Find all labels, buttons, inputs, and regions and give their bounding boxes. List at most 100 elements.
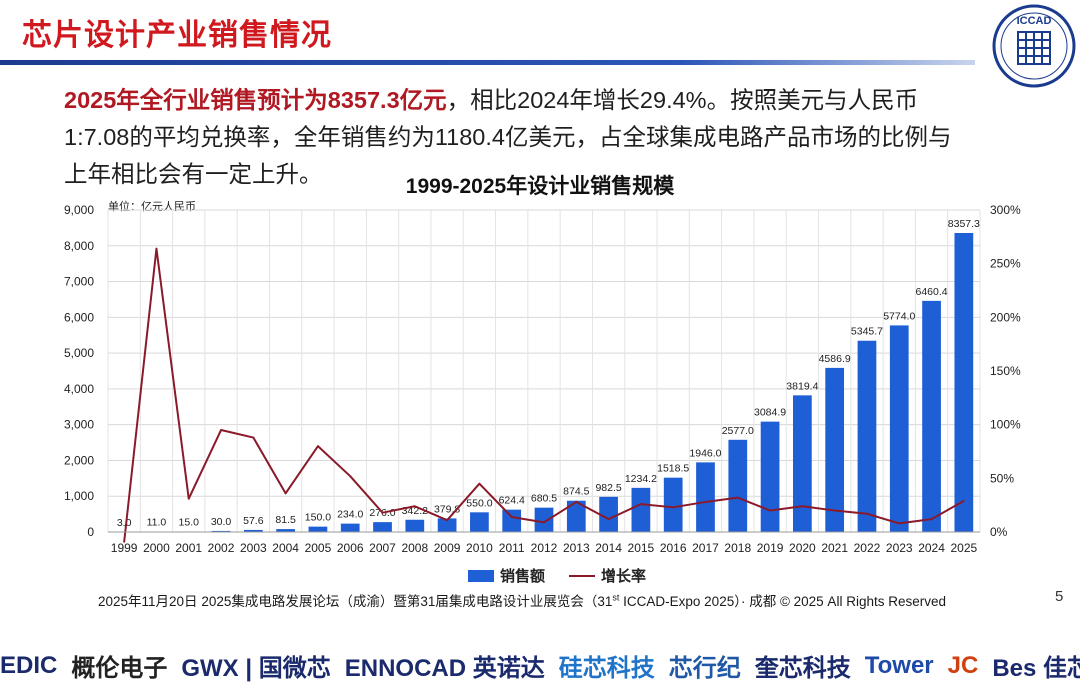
y-left-tick-label: 5,000 (64, 346, 94, 360)
growth-point (963, 500, 965, 502)
growth-point (317, 445, 319, 447)
growth-point (736, 496, 739, 499)
growth-point (930, 518, 933, 520)
x-tick-label: 2011 (499, 541, 525, 555)
bar (373, 522, 392, 532)
x-tick-label: 2020 (789, 541, 816, 555)
bar-value-label: 15.0 (179, 516, 200, 528)
sponsor-logo: 概伦电子 (71, 655, 168, 682)
y-right-tick-label: 200% (990, 310, 1021, 324)
x-tick-label: 2016 (660, 541, 687, 555)
x-tick-label: 2023 (886, 541, 913, 555)
x-tick-label: 2006 (337, 541, 364, 555)
summary-line3: 上年相比会有一定上升。 (64, 161, 323, 187)
bar-value-label: 1518.5 (657, 463, 689, 475)
bar (857, 340, 877, 532)
bar (631, 487, 651, 532)
bar-value-label: 57.6 (243, 515, 264, 527)
sponsor-logo: EDIC (0, 651, 58, 679)
page-number: 5 (1055, 588, 1064, 605)
bar (437, 518, 457, 532)
x-tick-label: 2009 (434, 541, 461, 555)
x-tick-label: 2004 (272, 541, 299, 555)
bar-value-label: 5774.0 (883, 310, 915, 322)
growth-point (640, 503, 642, 505)
growth-point (801, 505, 804, 508)
sponsor-logo: 硅芯科技 (558, 655, 655, 682)
x-tick-label: 2008 (401, 541, 428, 555)
growth-point (510, 516, 513, 518)
legend-sales: 销售额 (500, 568, 546, 585)
bar (340, 523, 360, 532)
sponsor-logo: 奎芯科技 (754, 655, 851, 682)
growth-point (575, 501, 578, 503)
summary-paragraph: 2025年全行业销售预计为8357.3亿元，相比2024年增长29.4%。按照美… (64, 82, 1044, 193)
growth-line-series (123, 247, 965, 543)
bar-value-label: 550.0 (466, 497, 492, 509)
x-tick-label: 2012 (531, 541, 558, 555)
bar (954, 232, 974, 532)
legend-line-swatch (569, 574, 596, 577)
chart-grid (107, 209, 981, 533)
bar-value-label: 3084.9 (754, 407, 786, 419)
bar (502, 509, 522, 532)
x-tick-label: 2013 (563, 541, 590, 555)
chart-axes: 0 1,000 2,000 3,000 4,000 5,000 6,000 7,000 8,00… (64, 203, 1021, 555)
bar (470, 512, 489, 532)
sponsor-strip: EDIC 概伦电子 GWX | 国微芯 ENNOCAD 英诺达 硅芯科技 芯行纪… (0, 648, 1080, 683)
growth-point (704, 501, 707, 503)
bar-value-label: 2577.0 (722, 425, 754, 437)
bar (566, 500, 586, 532)
bar-value-label: 680.5 (531, 493, 557, 505)
y-right-tick-label: 0% (990, 525, 1008, 539)
footer-before: 2025年11月20日 2025集成电路发展论坛（成渝）暨第31届集成电路设计业… (98, 594, 613, 609)
summary-line1: ，相比2024年增长29.4%。按照美元与人民币 (446, 87, 919, 113)
bar-value-label: 982.5 (595, 482, 621, 494)
bar-value-label: 150.0 (305, 512, 331, 524)
bar (793, 395, 812, 532)
bar (243, 529, 263, 532)
bar (599, 496, 618, 532)
bar (760, 421, 780, 532)
y-left-tick-label: 3,000 (64, 418, 94, 432)
footer-after: ICCAD-Expo 2025）· 成都 © 2025 All Rights R… (619, 594, 946, 609)
x-tick-label: 2022 (854, 541, 881, 555)
growth-point (220, 429, 222, 431)
y-right-tick-label: 50% (990, 471, 1014, 485)
y-right-tick-label: 150% (990, 364, 1021, 378)
sponsor-logo: ENNOCAD 英诺达 (344, 655, 545, 682)
x-tick-label: 2010 (466, 541, 493, 555)
bar-value-label: 874.5 (563, 486, 589, 498)
x-tick-label: 2007 (369, 541, 396, 555)
bar-series (114, 232, 974, 533)
x-tick-label: 2001 (175, 541, 202, 555)
sponsor-logo: 芯行纪 (668, 655, 741, 682)
growth-point (284, 492, 287, 495)
chart-title: 1999-2025年设计业销售规模 (405, 175, 675, 198)
bar (276, 529, 295, 532)
growth-point (898, 522, 901, 525)
page-title: 芯片设计产业销售情况 (22, 19, 332, 52)
x-tick-label: 2003 (240, 541, 267, 555)
iccad-logo: ICCAD (992, 4, 1076, 88)
x-tick-label: 2017 (692, 541, 719, 555)
legend-bar-swatch (468, 569, 494, 582)
bar (696, 462, 715, 532)
x-tick-label: 1999 (111, 541, 138, 555)
sponsor-logo: Bes 佳芯 (992, 655, 1080, 682)
bar (889, 325, 909, 532)
bar (663, 477, 683, 532)
growth-point (769, 509, 771, 512)
growth-point (414, 505, 416, 508)
bar-value-label: 1946.0 (689, 447, 721, 459)
growth-point (672, 506, 674, 509)
sponsor-logo: GWX | 国微芯 (181, 655, 331, 682)
growth-point (187, 497, 190, 500)
x-tick-label: 2000 (143, 541, 170, 555)
bar-value-label: 234.0 (337, 509, 363, 521)
y-left-tick-label: 6,000 (64, 310, 94, 324)
growth-point (607, 518, 610, 520)
x-tick-label: 2025 (951, 541, 978, 555)
growth-point (381, 511, 384, 514)
x-tick-label: 2018 (724, 541, 751, 555)
